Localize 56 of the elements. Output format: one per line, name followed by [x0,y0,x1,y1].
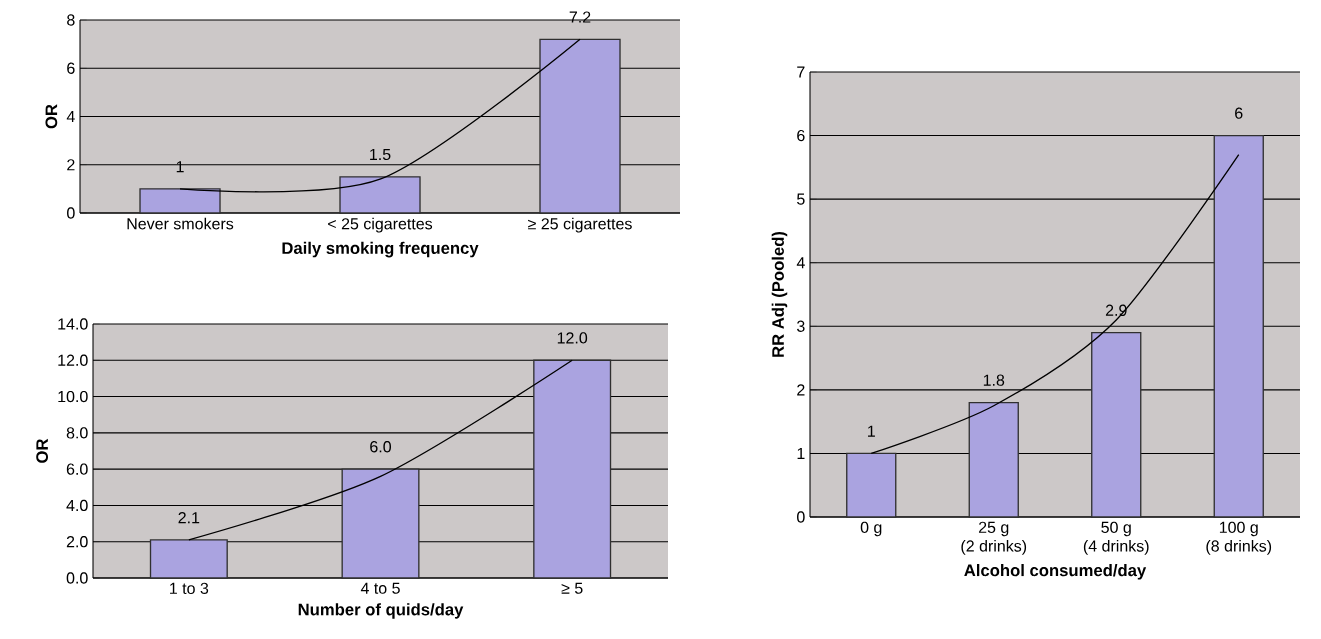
x-axis-title: Daily smoking frequency [282,241,479,258]
data-label: 1 [868,425,875,437]
y-tick-label: 3 [797,320,805,332]
y-tick-label: 8.0 [66,427,88,439]
y-tick-label: 0.0 [66,572,88,584]
data-label: 1.5 [370,148,391,161]
data-label: 12.0 [557,332,588,344]
x-tick-label: 25 g (2 drinks) [961,521,1027,555]
y-axis-title: OR [45,104,58,129]
y-tick-label: 14.0 [58,318,88,330]
y-tick-label: 6 [67,62,75,74]
x-tick-label: < 25 cigarettes [328,217,433,233]
x-tick-label: ≥ 25 cigarettes [528,217,632,233]
bar [341,468,420,579]
bar [533,359,612,579]
y-tick-label: 7 [797,66,805,78]
bar [139,188,221,214]
y-tick-label: 2 [797,384,805,396]
bar [968,401,1019,518]
y-tick-label: 2.0 [66,536,88,548]
y-tick-label: 12.0 [58,354,88,366]
bar [1213,134,1264,518]
data-label: 6 [1235,107,1243,119]
y-tick-label: 4.0 [66,499,88,512]
bar [539,38,621,214]
x-tick-label: 100 g (8 drinks) [1206,521,1272,555]
y-tick-label: 2 [67,159,75,171]
data-label: 2.1 [178,512,200,524]
bar [1091,331,1142,518]
x-tick-label: 1 to 3 [170,582,209,595]
y-tick-label: 4 [796,257,805,269]
bar [846,452,897,518]
x-tick-label: ≥ 5 [561,582,583,594]
x-tick-label: Never smokers [127,217,234,230]
x-axis-title: Alcohol consumed/day [964,563,1147,580]
bar [339,176,421,214]
y-tick-label: 0 [797,511,805,523]
line-series [870,153,1240,455]
y-tick-label: 10.0 [58,390,88,403]
y-tick-label: 4 [66,111,75,122]
bar [149,539,228,579]
y-tick-label: 5 [797,193,805,205]
data-label: 2.9 [1105,304,1127,316]
data-label: 6.0 [370,441,392,453]
x-tick-label: 4 to 5 [360,582,400,594]
y-tick-label: 0 [67,207,75,219]
y-tick-label: 6.0 [66,463,88,475]
y-axis-title: OR [36,438,49,463]
y-tick-label: 8 [67,14,75,26]
x-axis-title: Number of quids/day [298,603,464,619]
y-tick-label: 1 [797,447,805,459]
y-axis-title: RR Adj (Pooled) [771,231,788,357]
x-tick-label: 50 g (4 drinks) [1083,521,1149,555]
x-tick-label: 0 g [860,521,882,537]
data-label: 1.8 [983,374,1005,386]
y-tick-label: 6 [797,129,805,142]
